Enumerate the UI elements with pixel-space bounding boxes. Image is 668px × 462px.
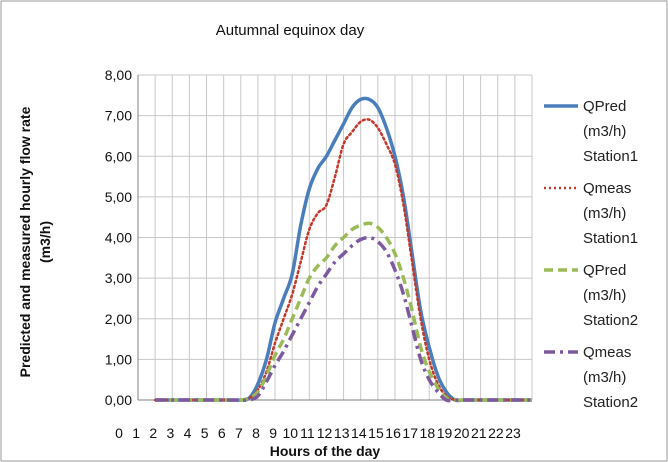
y-tick-label: 7,00	[105, 108, 132, 124]
legend-label-4: Qmeas	[583, 344, 631, 361]
series-line-2	[153, 118, 534, 402]
y-tick-label: 8,00	[105, 67, 132, 83]
legend-label-2: Qmeas	[583, 180, 631, 197]
x-tick-label: 1	[132, 425, 140, 441]
legend-label-1: (m3/h)	[583, 123, 626, 140]
x-tick-label: 7	[235, 425, 243, 441]
x-tick-label: 3	[166, 425, 174, 441]
x-tick-label: 12	[317, 425, 333, 441]
legend-label-3: (m3/h)	[583, 287, 626, 304]
x-tick-label: 5	[201, 425, 209, 441]
y-axis-title-line1: Predicted and measured hourly flow rate	[17, 106, 33, 377]
legend-label-2: (m3/h)	[583, 205, 626, 222]
x-tick-label: 0	[115, 425, 123, 441]
legend-label-3: Station2	[583, 312, 638, 329]
y-axis-title-line2: (m3/h)	[37, 221, 53, 263]
x-tick-label: 20	[454, 425, 470, 441]
axes: 0,001,002,003,004,005,006,007,008,000 1 2 3…	[105, 67, 532, 441]
legend-label-2: Station1	[583, 230, 638, 247]
x-tick-label: 8	[252, 425, 260, 441]
x-tick-label: 15	[368, 425, 384, 441]
x-tick-label: 9	[269, 425, 277, 441]
x-tick-label: 17	[402, 425, 418, 441]
series-lines	[153, 96, 534, 403]
x-tick-label: 19	[437, 425, 453, 441]
x-tick-label: 16	[385, 425, 401, 441]
x-tick-label: 4	[184, 425, 192, 441]
x-tick-label: 2	[149, 425, 157, 441]
y-tick-label: 3,00	[105, 270, 132, 286]
x-tick-label: 10	[283, 425, 299, 441]
x-tick-label: 11	[300, 425, 315, 441]
y-tick-label: 5,00	[105, 189, 132, 205]
series-line-1	[155, 96, 532, 403]
legend: QPred (m3/h) Station1 Qmeas (m3/h) Station1 QP…	[544, 98, 638, 411]
x-tick-label: 6	[218, 425, 226, 441]
y-tick-label: 2,00	[105, 311, 132, 327]
chart-title: Autumnal equinox day	[216, 22, 365, 39]
x-tick-label: 21	[471, 425, 487, 441]
x-tick-label: 22	[488, 425, 504, 441]
x-tick-label: 14	[351, 425, 367, 441]
legend-label-1: Station1	[583, 148, 638, 165]
y-tick-label: 4,00	[105, 230, 132, 246]
legend-label-3: QPred	[583, 262, 626, 279]
legend-label-1: QPred	[583, 98, 626, 115]
y-tick-label: 1,00	[105, 351, 132, 367]
legend-label-4: Station2	[583, 394, 638, 411]
legend-label-4: (m3/h)	[583, 369, 626, 386]
x-tick-label: 13	[334, 425, 350, 441]
y-tick-label: 6,00	[105, 148, 132, 164]
x-tick-label: 23	[505, 425, 521, 441]
x-tick-label: 18	[420, 425, 436, 441]
y-axis-title-group: Predicted and measured hourly flow rate …	[17, 106, 53, 377]
x-axis-title: Hours of the day	[270, 443, 381, 459]
y-tick-label: 0,00	[105, 392, 132, 408]
series-line-4	[155, 235, 532, 403]
